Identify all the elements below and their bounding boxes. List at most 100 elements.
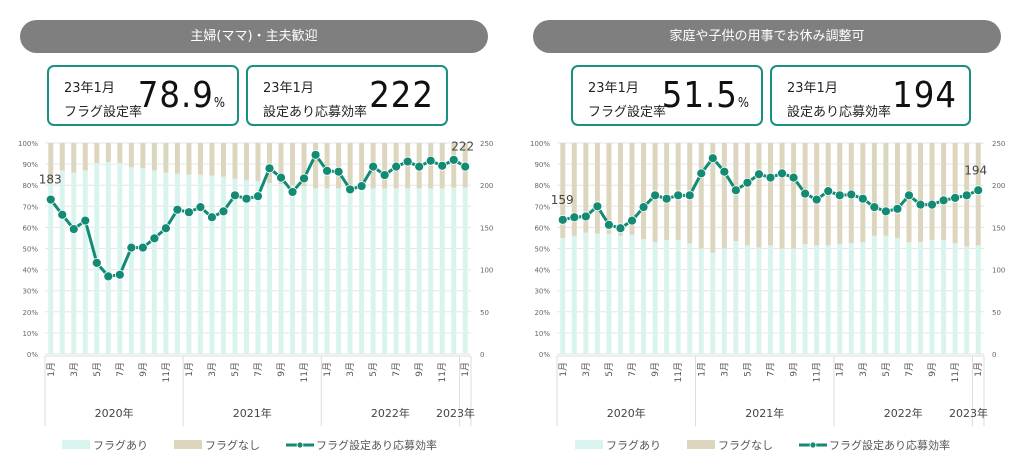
efficiency-point: [460, 161, 471, 172]
x-tick-label: 7月: [627, 362, 638, 377]
bar-flag-off: [641, 143, 647, 240]
bar-flag-on: [336, 188, 342, 354]
bar-flag-on: [941, 240, 947, 354]
legend-label: フラグなし: [718, 438, 773, 452]
kpi-value: 78.9: [137, 75, 214, 116]
efficiency-point: [137, 242, 148, 253]
bar-flag-off: [975, 143, 981, 246]
efficiency-point: [253, 191, 263, 202]
efficiency-point: [892, 203, 903, 214]
efficiency-point: [333, 166, 344, 177]
efficiency-point: [719, 166, 730, 177]
x-tick-label: 11月: [437, 362, 448, 382]
x-tick-label: 11月: [299, 362, 310, 382]
efficiency-point: [915, 199, 926, 210]
efficiency-point: [823, 186, 834, 197]
bar-flag-off: [883, 143, 889, 236]
x-tick-label: 1月: [322, 362, 333, 377]
efficiency-point: [777, 168, 787, 179]
y-left-tick-label: 0%: [539, 351, 550, 359]
efficiency-point: [811, 194, 822, 205]
x-tick-label: 5月: [881, 362, 892, 377]
bar-flag-off: [140, 143, 146, 169]
y-left-tick-label: 60%: [22, 224, 38, 232]
bar-flag-off: [918, 143, 924, 243]
bar-flag-on: [71, 172, 77, 354]
x-tick-label: 1月: [696, 362, 707, 377]
efficiency-point: [448, 154, 459, 165]
data-label-last: 194: [964, 163, 987, 177]
bar-flag-on: [197, 174, 203, 354]
bar-flag-off: [290, 143, 296, 186]
bar-flag-off: [894, 143, 900, 238]
efficiency-point: [869, 202, 880, 213]
bar-flag-off: [82, 143, 88, 171]
legend-swatch-flag-on: [62, 440, 90, 449]
y-left-tick-label: 20%: [22, 309, 38, 317]
bar-flag-off: [837, 143, 843, 245]
y-left-tick-label: 70%: [534, 203, 550, 211]
efficiency-point: [45, 194, 56, 205]
bar-flag-off: [232, 143, 238, 179]
y-left-tick-label: 100%: [18, 140, 38, 148]
y-left-tick-label: 0%: [27, 351, 38, 359]
bar-flag-on: [606, 233, 612, 354]
x-tick-label: 3月: [69, 362, 80, 377]
bar-flag-off: [439, 143, 445, 189]
efficiency-point: [788, 172, 799, 183]
bar-flag-off: [243, 143, 249, 180]
y-right-tick-label: 0: [992, 351, 996, 359]
bar-flag-off: [209, 143, 215, 176]
efficiency-point: [91, 257, 102, 268]
bar-flag-off: [324, 143, 330, 189]
x-tick-label: 1月: [184, 362, 195, 377]
efficiency-point: [857, 193, 868, 204]
bar-flag-off: [382, 143, 388, 189]
kpi-label: 設定あり応募効率: [787, 105, 892, 120]
bar-flag-on: [883, 235, 889, 354]
bar-flag-off: [929, 143, 935, 241]
bar-flag-off: [733, 143, 739, 242]
bar-flag-on: [140, 168, 146, 354]
bar-flag-off: [606, 143, 612, 234]
bar-flag-off: [186, 143, 192, 175]
bar-flag-on: [560, 237, 566, 354]
efficiency-point: [218, 206, 229, 217]
efficiency-point: [730, 185, 741, 196]
kpi-flag-rate: 23年1月 フラグ設定率 78.9%: [47, 65, 239, 126]
y-right-tick-label: 150: [480, 224, 493, 232]
efficiency-point: [673, 190, 684, 201]
x-tick-label: 1月: [973, 362, 984, 377]
bar-flag-off: [664, 143, 670, 241]
bar-flag-off: [359, 143, 365, 189]
bar-flag-off: [652, 143, 658, 243]
bar-flag-on: [94, 163, 100, 354]
bar-flag-off: [721, 143, 727, 249]
bar-flag-on: [82, 170, 88, 354]
bar-flag-on: [629, 234, 635, 354]
x-tick-label: 9月: [276, 362, 287, 377]
bar-flag-on: [802, 244, 808, 354]
bar-flag-off: [964, 143, 970, 247]
bar-flag-on: [324, 188, 330, 354]
efficiency-point: [754, 169, 764, 180]
legend-label: フラグなし: [205, 438, 260, 452]
bar-flag-off: [594, 143, 600, 234]
bar-flag-off: [802, 143, 808, 245]
bar-flag-on: [151, 170, 157, 354]
efficiency-point: [391, 161, 402, 172]
legend-swatch-point: [296, 441, 304, 449]
legend-swatch-flag-off: [174, 440, 202, 449]
bar-flag-off: [255, 143, 261, 181]
bar-flag-off: [744, 143, 750, 246]
y-right-tick-label: 200: [480, 182, 493, 190]
efficiency-line: [562, 155, 979, 230]
y-left-tick-label: 80%: [534, 182, 550, 190]
year-label: 2022年: [884, 406, 923, 420]
y-right-tick-label: 100: [480, 267, 493, 275]
bar-flag-on: [848, 243, 854, 354]
efficiency-point: [961, 190, 972, 201]
efficiency-point: [184, 207, 194, 218]
panel-title: 家庭や子供の用事でお休み調整可: [533, 20, 1001, 53]
legend-label: フラグあり: [606, 438, 661, 452]
